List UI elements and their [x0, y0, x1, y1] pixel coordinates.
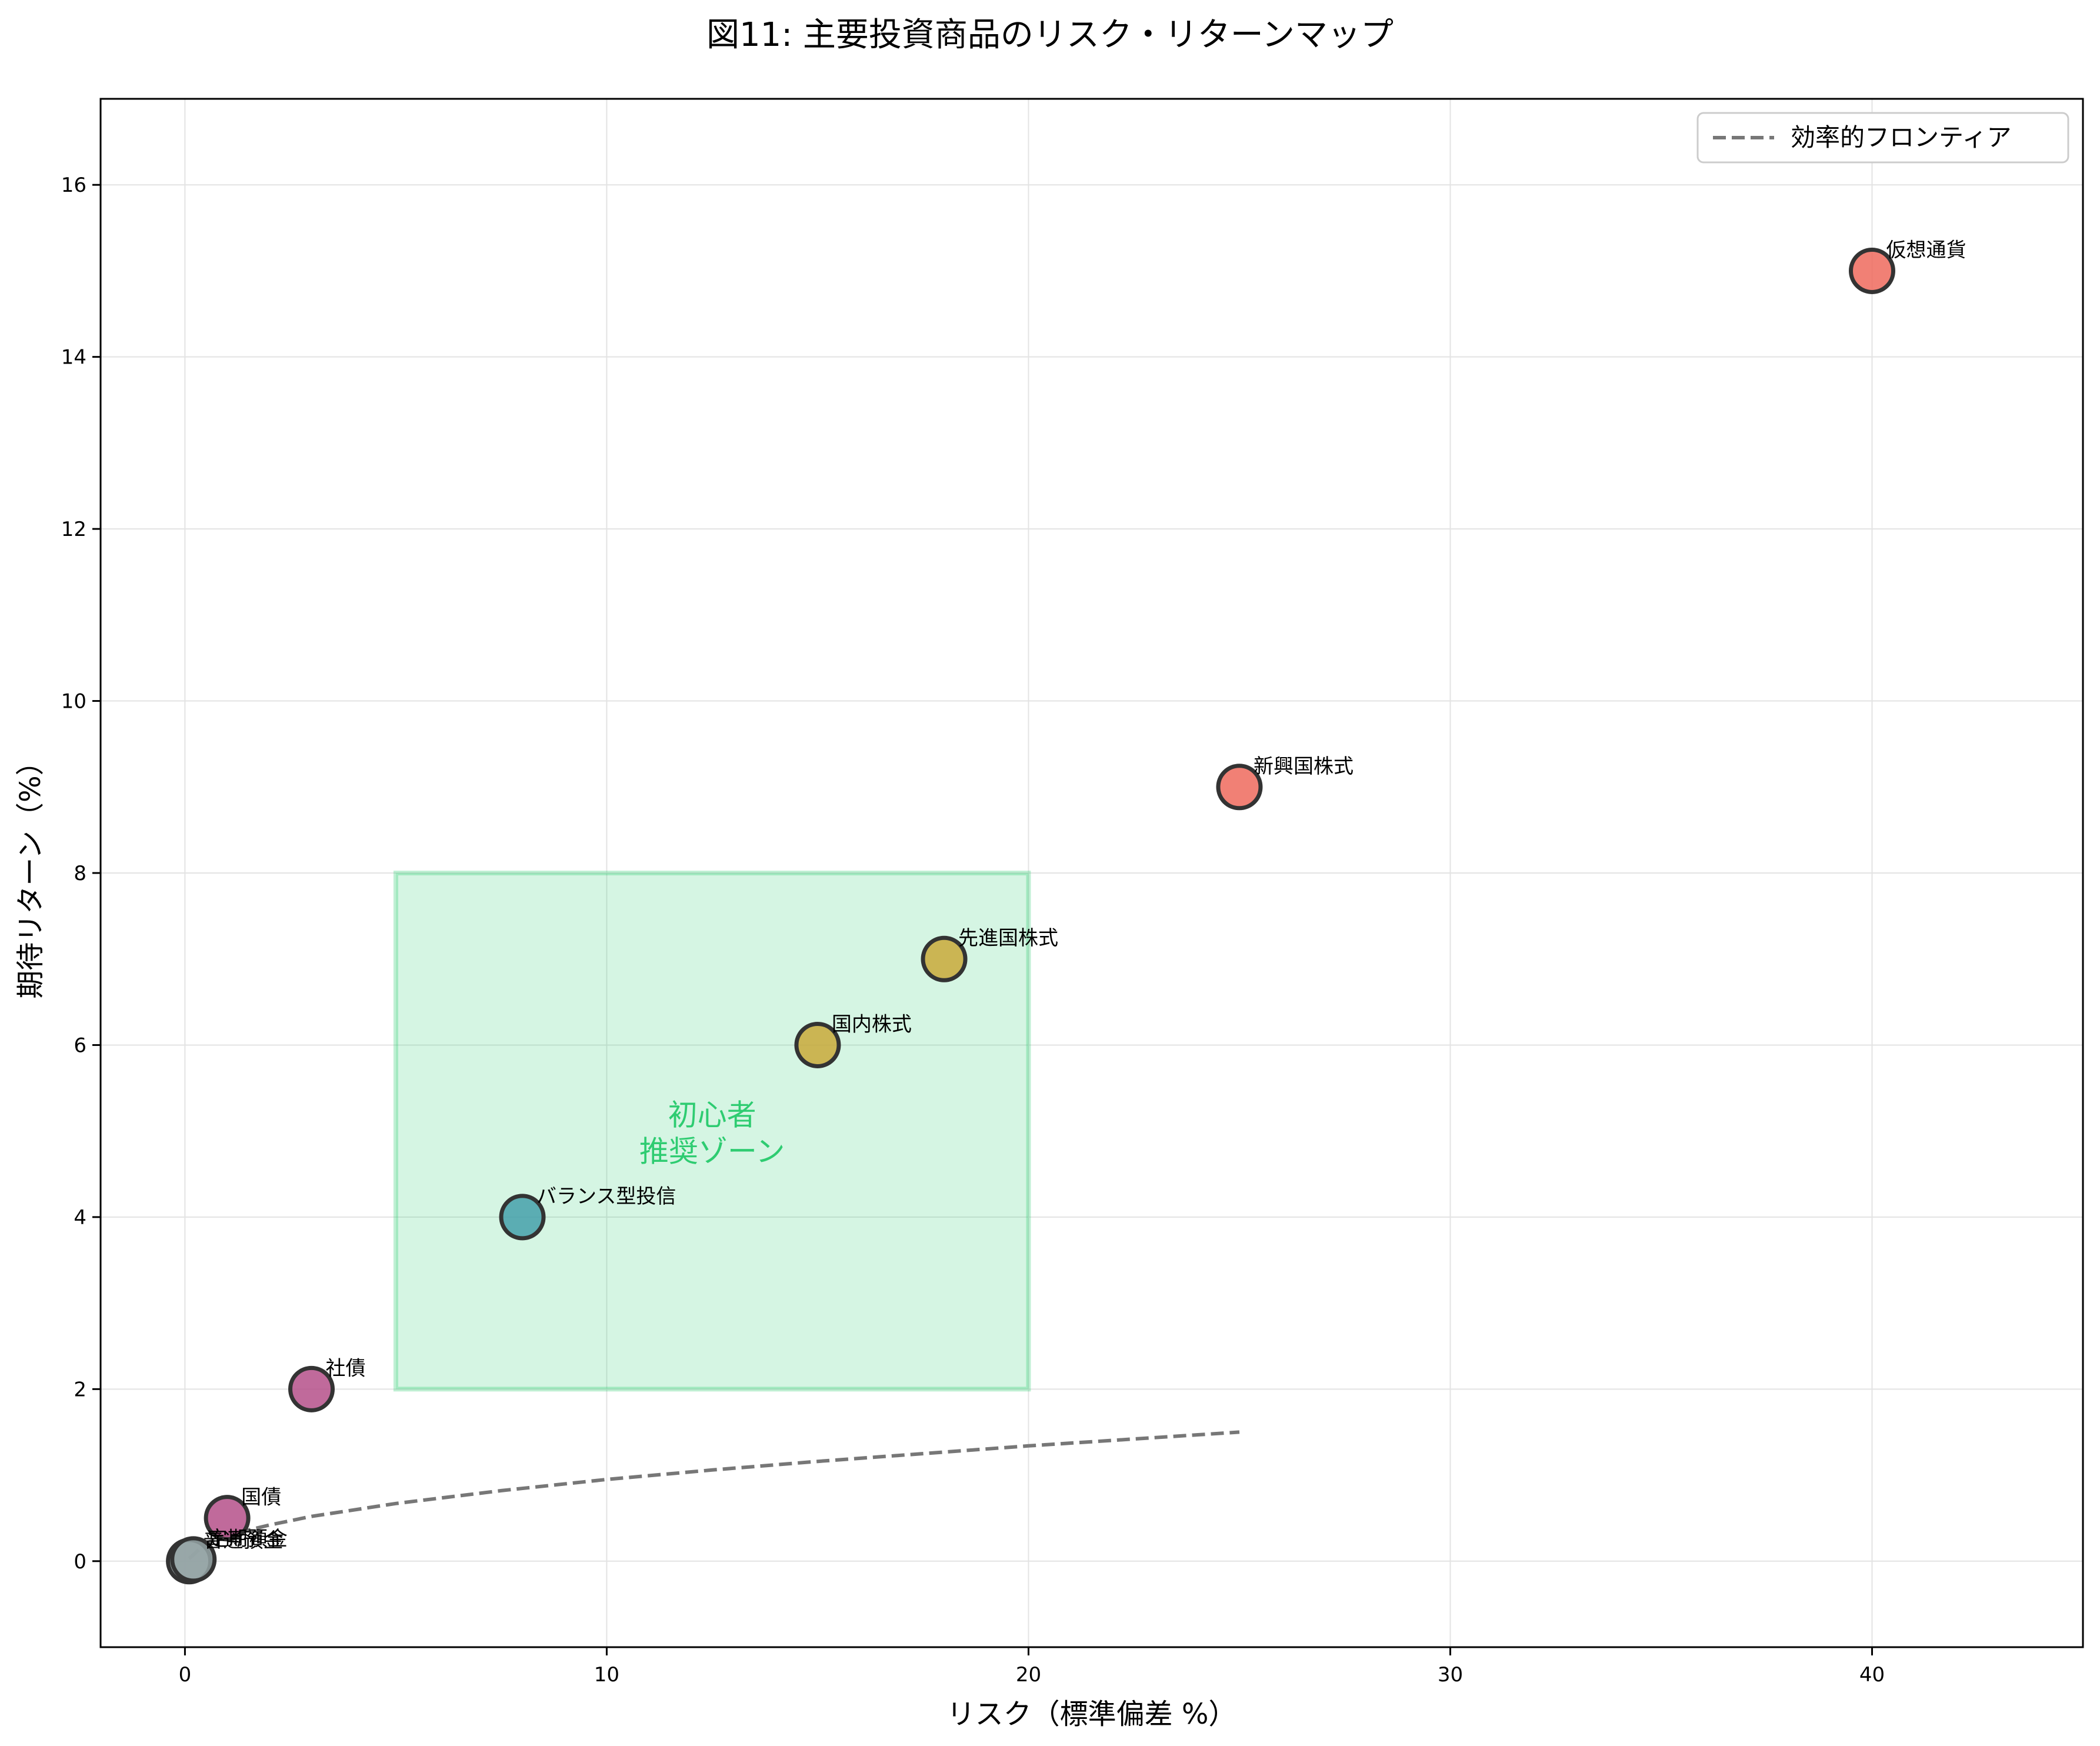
point-label: 先進国株式	[958, 927, 1058, 950]
data-point	[204, 1495, 251, 1542]
point-label: 国債	[241, 1486, 281, 1510]
y-tick-label: 16	[61, 174, 86, 197]
scatter-points	[166, 247, 1895, 1585]
x-tick-label: 10	[594, 1663, 619, 1687]
y-tick-label: 12	[61, 518, 86, 541]
point-label: 仮想通貨	[1886, 238, 1966, 262]
x-tick-label: 30	[1438, 1663, 1463, 1687]
legend: 効率的フロンティア	[1696, 112, 2069, 164]
point-label: 普通預金	[204, 1529, 284, 1552]
y-tick-label: 4	[74, 1206, 86, 1229]
frontier-path	[188, 1430, 1240, 1560]
y-tick-label: 0	[74, 1550, 86, 1574]
point-label: バランス型投信	[536, 1185, 676, 1208]
y-axis-label: 期待リターン（%）	[14, 747, 47, 998]
y-tick-label: 8	[74, 862, 86, 885]
x-axis-label: リスク（標準偏差 %）	[947, 1698, 1237, 1731]
axis-ticks: 0 10 20 30 40 0 2 4 6 8 10 12 14 16	[61, 174, 1885, 1687]
grid	[101, 99, 2083, 1647]
chart-title: 図11: 主要投資商品のリスク・リターンマップ	[706, 16, 1394, 54]
data-point	[170, 1536, 217, 1583]
data-point	[794, 1021, 841, 1068]
data-point	[288, 1365, 335, 1412]
data-point	[499, 1194, 546, 1241]
y-tick-label: 14	[61, 346, 86, 369]
y-tick-label: 6	[74, 1034, 86, 1057]
x-tick-label: 0	[179, 1663, 192, 1687]
y-tick-label: 2	[74, 1378, 86, 1401]
point-label: 社債	[326, 1357, 366, 1380]
point-label: 国内株式	[832, 1012, 912, 1036]
zone-label-line1: 初心者	[668, 1098, 756, 1132]
y-tick-label: 10	[61, 690, 86, 714]
data-point	[1848, 247, 1895, 294]
data-point	[921, 935, 968, 982]
data-point	[1216, 764, 1263, 811]
point-label: 新興国株式	[1254, 755, 1354, 778]
legend-box	[1696, 112, 2069, 164]
legend-label-frontier: 効率的フロンティア	[1791, 123, 2011, 152]
zone-label-line2: 推奨ゾーン	[639, 1135, 785, 1169]
x-tick-label: 40	[1859, 1663, 1885, 1687]
efficient-frontier-line	[188, 1430, 1240, 1560]
x-tick-label: 20	[1016, 1663, 1041, 1687]
point-label: 定期預金	[208, 1527, 288, 1551]
